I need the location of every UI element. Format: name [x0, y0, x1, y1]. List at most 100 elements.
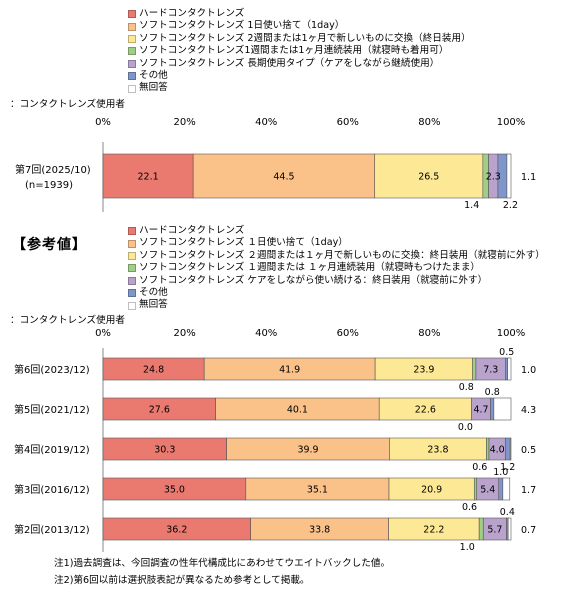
data-label: 0.5: [521, 445, 536, 456]
x-tick-label: 40%: [255, 117, 277, 128]
x-tick-label: 40%: [255, 328, 277, 339]
legend-item: その他: [128, 70, 471, 82]
data-label: 4.0: [490, 445, 505, 456]
data-label: 23.9: [413, 365, 434, 376]
footnote-1: 注1)過去調査は、今回調査の性年代構成比にあわせてウエイトバックした値。: [54, 558, 391, 569]
data-label: 0.6: [462, 502, 477, 513]
data-label: 39.9: [297, 445, 318, 456]
footnotes: 注1)過去調査は、今回調査の性年代構成比にあわせてウエイトバックした値。 注2)…: [54, 555, 390, 589]
legend-swatch: [128, 84, 136, 93]
legend-swatch: [128, 227, 136, 236]
bar-segment: [102, 153, 194, 199]
data-label: 7.3: [483, 365, 498, 376]
data-label: 27.6: [149, 405, 170, 416]
legend-label: ソフトコンタクトレンズ 長期使用タイプ（ケアをしながら継続使用）: [139, 57, 440, 69]
data-label: 0.0: [458, 422, 473, 433]
bar-segment: [374, 153, 484, 199]
legend-item: ソフトコンタクトレンズ １日使い捨て（1day）: [128, 237, 545, 249]
data-label: 22.2: [423, 525, 444, 536]
legend-swatch: [128, 34, 136, 43]
legend-swatch: [128, 251, 136, 260]
legend-swatch: [128, 301, 136, 310]
bar-segment: [473, 477, 478, 501]
data-label: 0.6: [472, 462, 487, 473]
legend-item: ソフトコンタクトレンズ ２週間または１ヶ月で新しいものに交換：終日装用（就寝前に…: [128, 250, 545, 262]
data-label: 5.7: [487, 525, 502, 536]
bar-segment: [504, 437, 511, 461]
data-label: 0.7: [521, 525, 536, 536]
legend-label: ソフトコンタクトレンズ1週間または1ヶ月連続装用（就寝時も着用可）: [139, 45, 449, 57]
x-tick-label: 0%: [95, 117, 111, 128]
legend-label: ソフトコンタクトレンズ １週間または １ヶ月連続装用（就寝時もつけたまま）: [139, 262, 481, 274]
chart-reference: 0% 20% 40% 60% 80% 100% 第6回(2023/12) 24.8 41.9 23…: [14, 328, 536, 553]
legend-label: 無回答: [139, 82, 168, 94]
legend-swatch: [128, 72, 136, 81]
footnote-2: 注2)第6回以前は選択肢表記が異なるため参考として掲載。: [54, 575, 310, 586]
bar-segment: [498, 477, 504, 501]
x-tick-label: 80%: [418, 328, 440, 339]
legend-label: ハードコンタクトレンズ: [139, 225, 245, 236]
reference-title: 【参考値】: [12, 237, 87, 253]
category-label: 第4回(2019/12): [14, 443, 90, 456]
bar-segment: [478, 517, 484, 541]
bar-segment: [509, 437, 512, 461]
data-label: 1.1: [521, 172, 536, 183]
data-label: 2.3: [486, 172, 501, 183]
bar-segment: [192, 153, 376, 199]
data-label: 22.1: [138, 172, 159, 183]
x-tick-label: 0%: [95, 328, 111, 339]
category-label: 第2回(2013/12): [14, 523, 90, 536]
data-label: 0.4: [500, 507, 515, 518]
data-label: 30.3: [154, 445, 175, 456]
data-label: 23.8: [427, 445, 448, 456]
axis-caption-reference: ：コンタクトレンズ使用者: [10, 315, 125, 326]
chart-current: 0% 20% 40% 60% 80% 100% 第7回(2025/10) (n=1939) 22…: [15, 117, 536, 212]
bar-segment: [493, 397, 512, 421]
legend-swatch: [128, 276, 136, 285]
data-label: 5.4: [480, 485, 495, 496]
category-label: 第5回(2021/12): [14, 403, 90, 416]
legend-item: ソフトコンタクトレンズ 長期使用タイプ（ケアをしながら継続使用）: [128, 58, 471, 70]
x-tick-label: 60%: [337, 328, 359, 339]
legend-item: その他: [128, 287, 545, 299]
data-label: 36.2: [166, 525, 187, 536]
legend-item: 無回答: [128, 82, 471, 94]
legend-swatch: [128, 239, 136, 248]
legend-label: ハードコンタクトレンズ: [139, 8, 245, 19]
data-label: 1.0: [493, 467, 508, 478]
data-label: 22.6: [415, 405, 436, 416]
x-tick-label: 60%: [337, 117, 359, 128]
data-label: 0.8: [485, 387, 500, 398]
bar-segment: [506, 153, 512, 199]
legend-reference: ハードコンタクトレンズ ソフトコンタクトレンズ １日使い捨て（1day） ソフトコン…: [128, 225, 545, 312]
legend-item: 無回答: [128, 299, 545, 311]
bar-segment: [505, 357, 509, 381]
category-label: 第6回(2023/12): [14, 363, 90, 376]
bar-segment: [502, 477, 511, 501]
data-label: 4.3: [521, 405, 536, 416]
data-label: 20.9: [421, 485, 442, 496]
bar-segment: [507, 357, 512, 381]
legend-item: ソフトコンタクトレンズ 2週間または1ヶ月で新しいものに交換（終日装用）: [128, 33, 471, 45]
legend-swatch: [128, 264, 136, 273]
legend-label: その他: [139, 286, 168, 298]
category-label: 第3回(2016/12): [14, 483, 90, 496]
data-label: 41.9: [279, 365, 300, 376]
category-sublabel: (n=1939): [25, 180, 73, 191]
data-label: 24.8: [143, 365, 164, 376]
category-label: 第7回(2025/10): [15, 163, 91, 176]
data-label: 1.0: [521, 365, 536, 376]
x-tick-label: 20%: [173, 328, 195, 339]
legend-swatch: [128, 47, 136, 56]
legend-item: ソフトコンタクトレンズ １週間または １ヶ月連続装用（就寝時もつけたまま）: [128, 262, 545, 274]
data-label: 33.8: [309, 525, 330, 536]
data-label: 1.4: [464, 200, 479, 211]
x-tick-label: 20%: [173, 117, 195, 128]
legend-item: ソフトコンタクトレンズ 1日使い捨て（1day）: [128, 20, 471, 32]
legend-swatch: [128, 10, 136, 19]
axis-caption-main: ：コンタクトレンズ使用者: [10, 99, 125, 110]
legend-swatch: [128, 289, 136, 298]
bar-segment: [472, 357, 477, 381]
legend-label: ソフトコンタクトレンズ ２週間または１ヶ月で新しいものに交換：終日装用（就寝前に…: [139, 249, 545, 261]
legend-item: ハードコンタクトレンズ: [128, 225, 545, 237]
